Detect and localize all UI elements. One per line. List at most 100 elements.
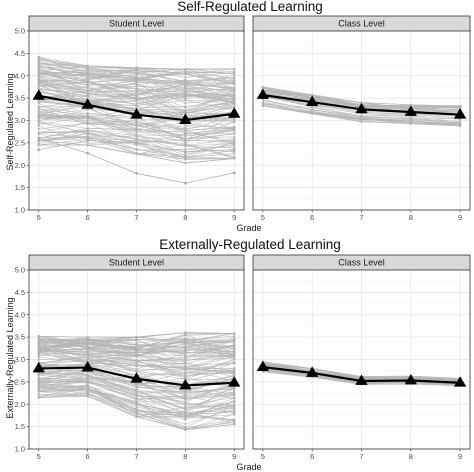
individual-point (184, 342, 187, 346)
individual-point (184, 143, 187, 147)
individual-point (184, 371, 187, 375)
individual-point (233, 342, 236, 345)
individual-point (37, 382, 40, 385)
individual-point (37, 119, 40, 122)
individual-point (135, 73, 138, 76)
individual-point (86, 354, 89, 357)
individual-point (233, 129, 236, 132)
individual-point (37, 339, 40, 342)
x-tick-label: 7 (134, 452, 138, 461)
x-tick-label: 6 (310, 452, 314, 461)
individual-point (37, 78, 40, 82)
individual-point (37, 354, 40, 357)
individual-point (184, 331, 187, 334)
individual-point (37, 139, 40, 143)
individual-point (184, 97, 187, 100)
individual-point (135, 123, 138, 126)
individual-point (233, 105, 236, 109)
x-tick-label: 5 (261, 213, 265, 222)
individual-point (37, 115, 40, 118)
individual-point (233, 157, 236, 160)
individual-point (184, 124, 187, 127)
y-tick-label: 2.0 (15, 161, 25, 170)
individual-point (37, 101, 40, 104)
individual-point (86, 114, 89, 117)
mean-marker (256, 360, 270, 372)
individual-point (360, 117, 363, 121)
y-axis-label-self-regulated: Self-Regulated Learning (5, 73, 15, 170)
individual-point (184, 142, 187, 145)
individual-point (86, 339, 89, 342)
individual-point (135, 139, 138, 142)
individual-point (135, 88, 138, 91)
individual-point (86, 137, 89, 140)
mean-marker (81, 361, 94, 372)
individual-point (135, 411, 138, 414)
individual-point (409, 122, 412, 125)
x-tick-label: 5 (261, 452, 265, 461)
individual-point (86, 337, 89, 340)
individual-point (233, 89, 236, 92)
x-tick-label: 8 (183, 452, 187, 461)
individual-point (184, 393, 187, 396)
individual-point (37, 350, 40, 353)
individual-point (86, 119, 89, 123)
individual-point (135, 360, 138, 363)
individual-point (37, 388, 40, 391)
individual-point (233, 400, 236, 403)
individual-point (135, 93, 138, 97)
x-tick-label: 6 (86, 213, 90, 222)
individual-point (360, 120, 363, 123)
individual-point (37, 352, 40, 355)
individual-point (184, 413, 187, 416)
individual-point (135, 390, 138, 393)
individual-point (233, 73, 236, 77)
individual-point (37, 374, 40, 377)
individual-point (135, 80, 138, 83)
individual-point (86, 144, 89, 147)
individual-point (459, 118, 462, 121)
individual-point (135, 343, 138, 346)
x-tick-label: 6 (86, 452, 90, 461)
individual-point (233, 71, 236, 75)
individual-point (86, 66, 89, 69)
individual-point (135, 135, 138, 138)
individual-point (86, 379, 89, 382)
individual-point (37, 125, 40, 128)
x-tick-label: 9 (458, 213, 462, 222)
individual-point (184, 109, 187, 112)
individual-point (86, 79, 89, 82)
individual-point (86, 92, 89, 95)
individual-point (37, 120, 40, 123)
x-tick-label: 7 (359, 213, 363, 222)
outlier-point (135, 171, 138, 175)
facet-panels: Student Level 5 6 7 8 9 1.0 1.5 2.0 2.5 3.0 3.5 4.0 4… (15, 15, 471, 461)
individual-point (233, 146, 236, 149)
individual-point (261, 99, 264, 102)
individual-point (135, 83, 138, 86)
individual-point (233, 152, 236, 155)
individual-point (37, 372, 40, 375)
individual-point (184, 351, 187, 354)
individual-point (135, 131, 138, 134)
individual-point (86, 381, 89, 385)
individual-point (135, 152, 138, 156)
individual-point (135, 102, 138, 105)
individual-point (86, 350, 89, 353)
individual-point (37, 127, 40, 131)
individual-point (233, 82, 236, 85)
individual-point (37, 80, 40, 83)
individual-point (86, 392, 89, 395)
y-tick-label: 2.5 (15, 138, 25, 147)
individual-point (86, 374, 89, 377)
individual-point (233, 420, 236, 423)
individual-point (184, 346, 187, 349)
mean-marker (32, 361, 45, 373)
individual-point (37, 142, 40, 145)
individual-point (37, 358, 40, 361)
individual-point (37, 112, 40, 116)
individual-point (135, 368, 138, 371)
individual-point (86, 86, 89, 90)
individual-point (135, 384, 138, 388)
individual-point (37, 63, 40, 66)
